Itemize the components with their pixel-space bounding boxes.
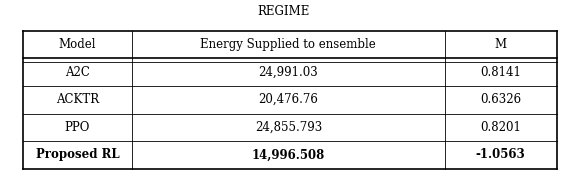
Text: M: M: [495, 38, 507, 51]
Text: Proposed RL: Proposed RL: [36, 148, 119, 161]
Text: -1.0563: -1.0563: [476, 148, 525, 161]
Text: Model: Model: [59, 38, 96, 51]
Text: 0.6326: 0.6326: [480, 93, 521, 106]
Text: ACKTR: ACKTR: [56, 93, 99, 106]
Text: REGIME: REGIME: [258, 5, 310, 18]
Text: 24,991.03: 24,991.03: [258, 66, 318, 79]
Text: PPO: PPO: [65, 121, 90, 134]
Text: 24,855.793: 24,855.793: [254, 121, 322, 134]
Text: 0.8201: 0.8201: [480, 121, 521, 134]
Text: 20,476.76: 20,476.76: [258, 93, 318, 106]
Text: Energy Supplied to ensemble: Energy Supplied to ensemble: [201, 38, 376, 51]
Text: A2C: A2C: [65, 66, 90, 79]
Text: 0.8141: 0.8141: [480, 66, 521, 79]
Text: 14,996.508: 14,996.508: [252, 148, 325, 161]
